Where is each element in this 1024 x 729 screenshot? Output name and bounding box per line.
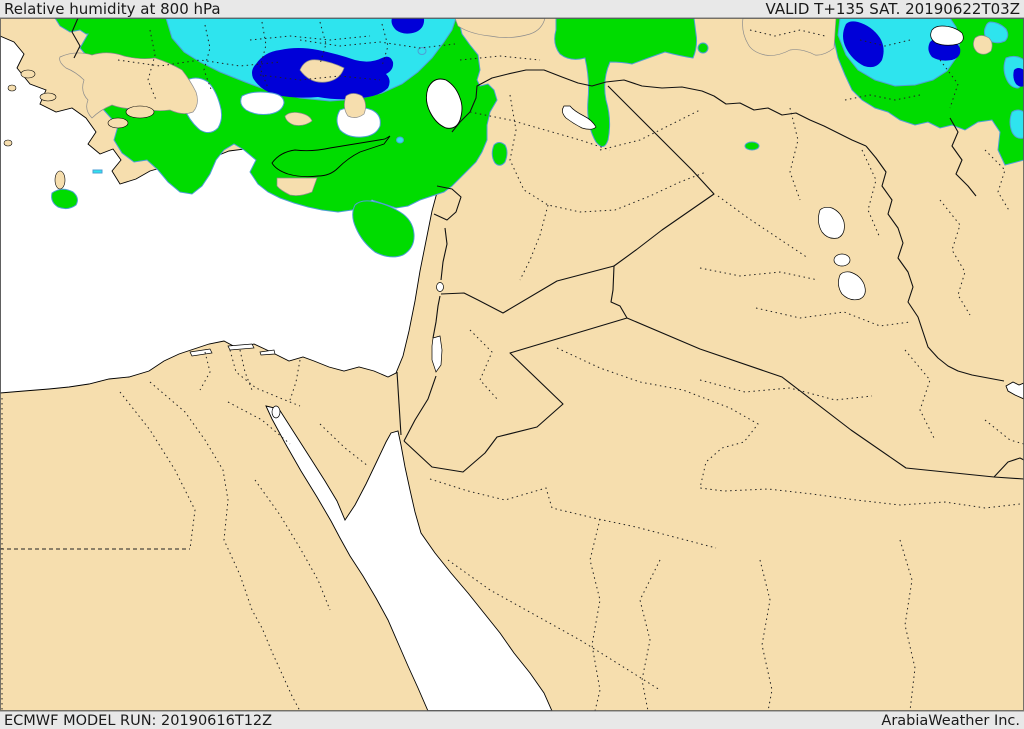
tan-patch-top-notch (742, 18, 837, 56)
lake-assad (562, 105, 597, 130)
weather-map (0, 18, 1024, 711)
border-jordan-valley (432, 295, 441, 339)
lake-layer (189, 25, 964, 419)
tan-patches-layer (59, 18, 993, 196)
header-bar: Relative humidity at 800 hPa VALID T+135… (0, 0, 1024, 18)
rh-cyan-dot (417, 47, 427, 55)
rh-cyan-dash (92, 169, 103, 174)
tan-patch (284, 112, 313, 126)
rh-green-syria-finger (491, 142, 508, 166)
rh-cyan-edge-blob (1009, 109, 1024, 139)
country-borders-layer (71, 18, 1024, 480)
lake-razzaza (838, 271, 866, 301)
white-hole (240, 91, 285, 115)
rh-green-cyprus-south-blob (352, 200, 415, 258)
admin-borders-layer (0, 21, 1024, 711)
iskenderun-gulf (425, 78, 463, 129)
lake-tharthar (818, 206, 845, 239)
border-egypt-israel (396, 371, 402, 436)
border-turkey-iran (949, 117, 977, 197)
rh-green-dot (744, 141, 760, 151)
island (54, 170, 66, 190)
footer-bar: ECMWF MODEL RUN: 20190616T12Z ArabiaWeat… (0, 711, 1024, 729)
lake-habbaniyah (833, 253, 851, 267)
island (7, 84, 17, 92)
border-syria-iraq (607, 85, 715, 319)
tan-patch (973, 35, 993, 55)
rh-blue-east-blob (843, 21, 884, 68)
rh-green-middle-patch (554, 18, 698, 147)
island (107, 117, 129, 129)
page-title: Relative humidity at 800 hPa (4, 0, 221, 18)
lake-van (930, 25, 964, 46)
rh-green-dot (697, 42, 709, 54)
island (125, 105, 155, 119)
persian-gulf-edge (1005, 381, 1024, 400)
dead-sea (431, 335, 443, 373)
border-turkey-south (451, 69, 867, 147)
red-sea (265, 405, 553, 711)
brand-label: ArabiaWeather Inc. (881, 712, 1020, 729)
rh-green-aegean-blob (51, 188, 78, 210)
island (3, 139, 13, 147)
model-run-label: ECMWF MODEL RUN: 20190616T12Z (4, 712, 273, 729)
border-jordan-north (440, 265, 615, 314)
border-kuwait (993, 457, 1024, 478)
delta-lagoon (259, 349, 276, 356)
delta-lagoon (227, 343, 255, 351)
rh-blue-edge-blob (1013, 68, 1024, 87)
delta-lagoon (189, 348, 213, 357)
border-thrace (71, 18, 81, 59)
border-jordan-saudi (403, 317, 628, 473)
island (20, 69, 36, 79)
island-layer (3, 69, 155, 190)
valid-time-label: VALID T+135 SAT. 20190622T03Z (765, 0, 1020, 18)
rh-blue-top-blob (391, 18, 425, 34)
sea-of-galilee (436, 282, 444, 292)
bitter-lakes (271, 405, 281, 419)
rh-cyan-dot (396, 136, 404, 144)
border-israel-jordan (403, 375, 437, 442)
border-iran-iraq (865, 145, 1005, 382)
tan-patch (299, 59, 345, 83)
island (39, 92, 57, 102)
border-golan (440, 227, 448, 281)
tan-patch-top-notch (454, 18, 546, 38)
border-lebanon (433, 185, 462, 221)
tan-patch-marmara (59, 52, 198, 119)
tan-patch-cyprus-south (276, 177, 318, 196)
tan-patch (344, 93, 366, 118)
cyprus-outline (271, 135, 391, 178)
